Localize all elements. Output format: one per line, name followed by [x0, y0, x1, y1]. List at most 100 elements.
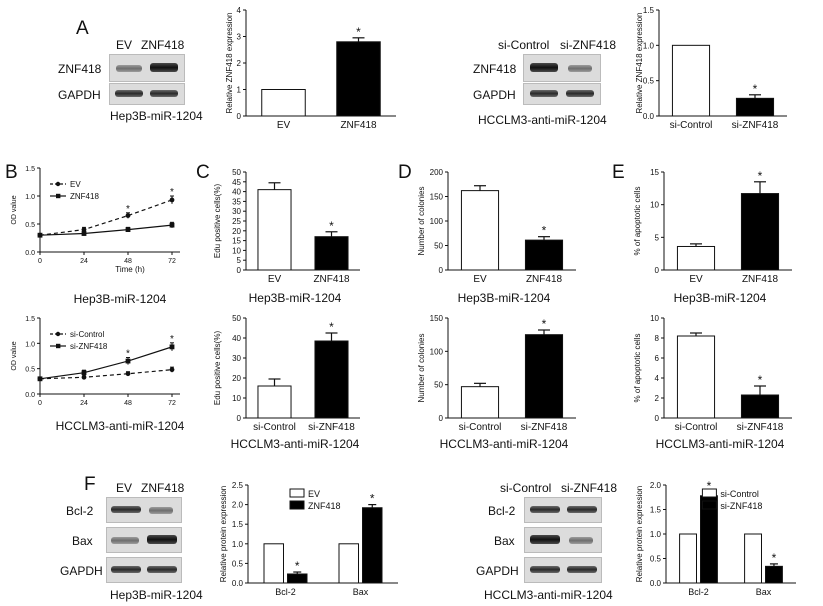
f1-bar-0-1: [287, 573, 308, 584]
e2-cat-1: si-ZNF418: [737, 422, 784, 433]
blot-a-left-row-gapdh: GAPDH: [58, 88, 101, 102]
b2-point-1-0: [37, 376, 43, 382]
chart-f2: 0.0 0.5 1.0 1.5 2.0 Relative protein expressi…: [635, 479, 796, 597]
d1-cat-0: EV: [473, 274, 487, 285]
blot-a-left-znf418-strip: [109, 54, 185, 82]
d1-caption: Hep3B-miR-1204: [458, 291, 551, 305]
c2-sig-1: *: [329, 320, 334, 334]
c2-ylabel: Edu positive cells(%): [213, 331, 222, 406]
f2-sig-1-1: *: [772, 551, 777, 565]
b2-xtick-label-0: 0: [38, 400, 42, 407]
b2-caption: HCCLM3-anti-miR-1204: [56, 419, 185, 433]
blot-f-left-caption: Hep3B-miR-1204: [110, 588, 203, 602]
c1-cat-0: EV: [268, 274, 282, 285]
c2-ytick-label-0: 0: [237, 414, 242, 423]
a2-ytick-label-2: 1.0: [643, 41, 655, 50]
e1-ylabel: % of apoptotic cells: [633, 187, 642, 256]
d1-ytick-label-1: 50: [434, 242, 443, 251]
c2-bar-0: [257, 385, 292, 419]
f2-legend-swatch-1: [701, 500, 717, 510]
b1-ytick-label-2: 1.0: [25, 194, 35, 201]
a1-ytick-label-2: 2: [237, 59, 242, 68]
d1-ytick-label-2: 100: [430, 217, 444, 226]
c1-ytick-label-3: 15: [232, 237, 241, 246]
blot-a-left-gapdh-strip: [109, 83, 185, 105]
b1-xtick-label-0: 0: [38, 258, 42, 265]
e1-ytick-label-2: 10: [650, 201, 659, 210]
c2-ytick-label-4: 40: [232, 334, 241, 343]
a2-bar-1: [735, 97, 775, 117]
panel-letter-a: A: [76, 18, 89, 39]
chart-e1: 0 5 10 15 % of apoptotic cells EV * ZNF418 Hep3B…: [633, 168, 792, 305]
c2-ytick-label-5: 50: [232, 314, 241, 323]
c1-ytick-label-4: 20: [232, 227, 241, 236]
b2-point-0-2: [125, 371, 131, 377]
c1-ytick-label-5: 25: [232, 217, 241, 226]
c2-ytick-label-3: 30: [232, 354, 241, 363]
f2-bar-0-0: [679, 533, 697, 584]
f1-bar-0-0: [263, 543, 284, 584]
c1-ytick-label-2: 10: [232, 246, 241, 255]
d2-caption: HCCLM3-anti-miR-1204: [440, 437, 569, 451]
f2-bar-1-1: [765, 565, 783, 584]
panel-letter-f: F: [84, 474, 96, 495]
f1-ylabel: Relative protein expression: [219, 486, 228, 583]
f2-sig-0-1: *: [707, 479, 712, 493]
e2-ytick-label-3: 6: [655, 354, 660, 363]
f1-legend-swatch-1: [289, 500, 305, 510]
b1-point-1-0: [37, 232, 43, 238]
e1-bar-1: [740, 193, 780, 271]
b1-legend-label-1: ZNF418: [70, 192, 99, 201]
d2-ylabel: Number of colonies: [417, 334, 426, 403]
a2-ytick-label-0: 0.0: [643, 112, 655, 121]
e1-ytick-label-3: 15: [650, 168, 659, 177]
b1-point-0-2: [125, 213, 131, 219]
f1-cat-1: Bax: [353, 587, 369, 597]
f1-ytick-label-2: 1.0: [232, 540, 244, 549]
c1-ytick-label-9: 45: [232, 178, 241, 187]
c2-caption: HCCLM3-anti-miR-1204: [231, 437, 360, 451]
blot-f-left-row-gapdh: GAPDH: [60, 564, 103, 578]
a2-ytick-label-1: 0.5: [643, 77, 655, 86]
b1-point-1-2: [125, 227, 131, 232]
f1-sig-1-1: *: [370, 492, 375, 506]
blot-f-right-bcl2-strip: [524, 497, 602, 523]
b1-xtick-label-1: 24: [80, 258, 88, 265]
b1-xlabel: Time (h): [115, 265, 145, 274]
blot-a-right-caption: HCCLM3-anti-miR-1204: [478, 113, 607, 127]
f1-ytick-label-4: 2.0: [232, 501, 244, 510]
d1-cat-1: ZNF418: [526, 274, 563, 285]
f2-cat-0: Bcl-2: [688, 587, 709, 597]
blot-a-right-row-gapdh: GAPDH: [473, 88, 516, 102]
a2-ytick-label-3: 1.5: [643, 6, 655, 15]
panel-letter-e: E: [612, 162, 625, 183]
f2-ytick-label-1: 0.5: [650, 555, 662, 564]
c1-ytick-label-1: 5: [237, 256, 242, 265]
e1-sig-1: *: [758, 169, 763, 183]
blot-f-right-row-bcl2: Bcl-2: [488, 504, 516, 518]
blot-a-right-col-siznf418: si-ZNF418: [560, 38, 617, 52]
chart-b2: 0.0 0.5 1.0 1.5 OD value 0 24 48 72 * * si-Control s…: [11, 316, 185, 433]
b2-point-1-1: [81, 370, 87, 376]
chart-d1: 0 50 100 150 200 Number of colonies EV * ZNF418 H…: [417, 168, 576, 305]
b2-series-1: [39, 346, 173, 380]
blot-f-right-gapdh-strip: [524, 557, 602, 583]
f1-sig-0-1: *: [295, 559, 300, 573]
b2-sig-2: *: [126, 349, 130, 360]
panel-letter-b: B: [5, 162, 18, 183]
b2-legend-marker-1: [56, 343, 61, 349]
b2-xtick-label-2: 48: [124, 400, 132, 407]
f1-ytick-label-5: 2.5: [232, 481, 244, 490]
f2-bar-1-0: [744, 533, 762, 584]
b2-ytick-label-1: 0.5: [25, 367, 35, 374]
blot-f-right-caption: HCCLM3-anti-miR-1204: [484, 588, 613, 602]
f2-cat-1: Bax: [756, 587, 772, 597]
b1-xtick-label-2: 48: [124, 258, 132, 265]
c1-ytick-label-6: 30: [232, 207, 241, 216]
b2-point-1-3: [169, 344, 175, 350]
f2-ylabel: Relative protein expression: [635, 486, 644, 583]
b2-xtick-label-1: 24: [80, 400, 88, 407]
d2-ytick-label-1: 50: [434, 381, 443, 390]
blot-f-left-gapdh-strip: [106, 557, 182, 583]
